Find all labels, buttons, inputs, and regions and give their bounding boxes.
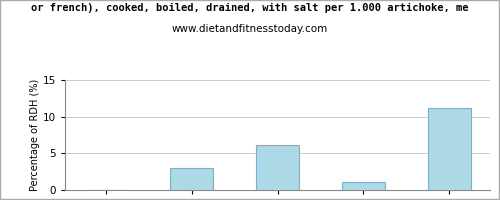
- Bar: [170, 168, 213, 190]
- Bar: [428, 108, 470, 190]
- Bar: [256, 145, 299, 190]
- Y-axis label: Percentage of RDH (%): Percentage of RDH (%): [30, 79, 40, 191]
- Text: www.dietandfitnesstoday.com: www.dietandfitnesstoday.com: [172, 24, 328, 34]
- Text: or french), cooked, boiled, drained, with salt per 1.000 artichoke, me: or french), cooked, boiled, drained, wit…: [31, 3, 469, 13]
- Bar: [342, 182, 385, 190]
